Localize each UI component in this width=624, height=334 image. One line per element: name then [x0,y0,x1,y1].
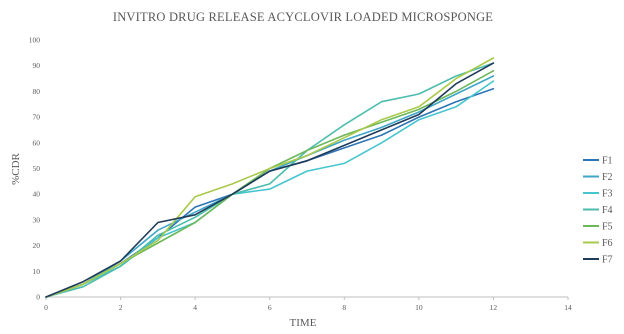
legend-label: F7 [602,255,613,266]
y-tick-label: 50 [33,164,41,173]
x-tick-label: 2 [119,303,123,312]
legend-item-f4: F4 [583,205,613,216]
y-tick-label: 90 [33,61,41,70]
y-tick-label: 40 [33,190,41,199]
legend-label: F5 [602,222,613,233]
y-tick-label: 60 [33,138,41,147]
legend: F1 F2 F3 F4 F5 F6 F7 [583,156,613,266]
y-tick-label: 30 [33,215,41,224]
legend-item-f7: F7 [583,255,613,266]
legend-item-f5: F5 [583,222,613,233]
x-tick-label: 6 [268,303,272,312]
legend-label: F1 [602,156,613,167]
y-tick-label: 80 [33,87,41,96]
y-tick-label: 100 [29,36,41,45]
x-tick-label: 0 [44,303,48,312]
x-tick-label: 4 [193,303,197,312]
y-tick-label: 20 [33,241,41,250]
legend-label: F3 [602,189,613,200]
legend-item-f6: F6 [583,238,613,249]
x-tick-label: 8 [342,303,346,312]
y-tick-label: 10 [33,267,41,276]
chart-title: INVITRO DRUG RELEASE ACYCLOVIR LOADED MI… [113,10,493,24]
legend-label: F2 [602,172,613,183]
series-line-f7 [45,62,495,298]
x-tick-label: 12 [490,303,498,312]
series-line-f4 [45,62,495,298]
legend-item-f2: F2 [583,172,613,183]
x-tick-label: 10 [415,303,423,312]
plot-area [45,57,495,298]
x-tick-label: 14 [564,303,572,312]
x-axis-title: TIME [290,317,317,329]
legend-label: F4 [602,205,613,216]
legend-label: F6 [602,238,613,249]
y-axis-title: %CDR [10,152,22,184]
y-tick-label: 70 [33,113,41,122]
series-line-f6 [45,57,495,298]
legend-item-f3: F3 [583,189,613,200]
y-tick-label: 0 [36,293,40,302]
axes: 0 2 4 6 8 10 12 14 0 10 20 30 40 50 60 70 80 90 100 [29,36,572,313]
legend-item-f1: F1 [583,156,613,167]
